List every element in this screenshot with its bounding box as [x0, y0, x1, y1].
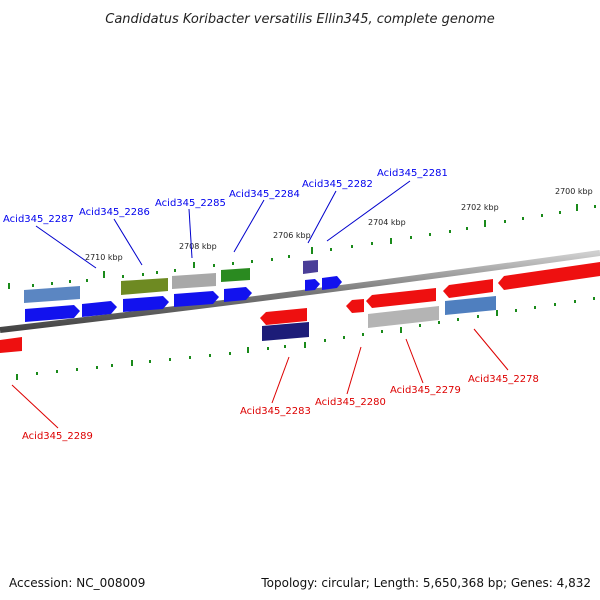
gene-block-forward[interactable]: [221, 268, 250, 282]
gene-arrow-forward[interactable]: [322, 276, 342, 290]
gene-arrow-forward[interactable]: [305, 279, 320, 291]
gene-block-reverse[interactable]: [262, 322, 309, 341]
gene-label-reverse[interactable]: Acid345_2279: [390, 385, 461, 396]
gene-arrow-forward[interactable]: [123, 296, 169, 312]
gene-label-reverse[interactable]: Acid345_2280: [315, 397, 386, 408]
gene-block-reverse[interactable]: [445, 296, 496, 315]
gene-label-forward[interactable]: Acid345_2287: [3, 214, 74, 225]
scale-label: 2708 kbp: [179, 242, 217, 251]
gene-label-reverse[interactable]: Acid345_2283: [240, 406, 311, 417]
scale-label: 2706 kbp: [273, 231, 311, 240]
gene-label-reverse[interactable]: Acid345_2278: [468, 374, 539, 385]
gene-arrow-reverse[interactable]: [0, 337, 22, 353]
gene-block-reverse[interactable]: [368, 306, 439, 328]
scale-label: 2704 kbp: [368, 218, 406, 227]
scale-label: 2700 kbp: [555, 187, 593, 196]
reverse-strand-features: [0, 262, 600, 353]
gene-block-forward[interactable]: [24, 286, 80, 303]
lower-tick-track: [16, 297, 595, 380]
gene-label-forward[interactable]: Acid345_2281: [377, 168, 448, 179]
genome-backbone: [0, 250, 600, 333]
gene-label-reverse[interactable]: Acid345_2289: [22, 431, 93, 442]
map-title: Candidatus Koribacter versatilis Ellin34…: [105, 12, 494, 27]
gene-arrow-forward[interactable]: [82, 301, 117, 317]
scale-label: 2710 kbp: [85, 253, 123, 262]
gene-arrow-reverse[interactable]: [346, 299, 364, 313]
gene-arrow-forward[interactable]: [224, 287, 252, 302]
accession-text: Accession: NC_008009: [9, 576, 145, 590]
gene-arrow-reverse[interactable]: [498, 262, 600, 290]
gene-arrow-reverse[interactable]: [443, 279, 493, 298]
gene-block-forward[interactable]: [121, 278, 168, 295]
gene-block-forward[interactable]: [303, 260, 318, 274]
gene-label-forward[interactable]: Acid345_2286: [79, 207, 150, 218]
gene-block-forward[interactable]: [172, 273, 216, 289]
gene-label-forward[interactable]: Acid345_2282: [302, 179, 373, 190]
gene-arrow-reverse[interactable]: [366, 288, 436, 308]
gene-arrow-reverse[interactable]: [260, 308, 307, 325]
forward-leader-lines: [35, 180, 411, 269]
scale-label: 2702 kbp: [461, 203, 499, 212]
forward-strand-features: [24, 260, 342, 322]
gene-label-forward[interactable]: Acid345_2284: [229, 189, 300, 200]
reverse-leader-lines: [11, 328, 509, 429]
gene-arrow-forward[interactable]: [25, 305, 80, 322]
gene-arrow-forward[interactable]: [174, 291, 219, 307]
upper-tick-track: [8, 204, 596, 289]
genome-summary-text: Topology: circular; Length: 5,650,368 bp…: [260, 576, 591, 590]
gene-label-forward[interactable]: Acid345_2285: [155, 198, 226, 209]
